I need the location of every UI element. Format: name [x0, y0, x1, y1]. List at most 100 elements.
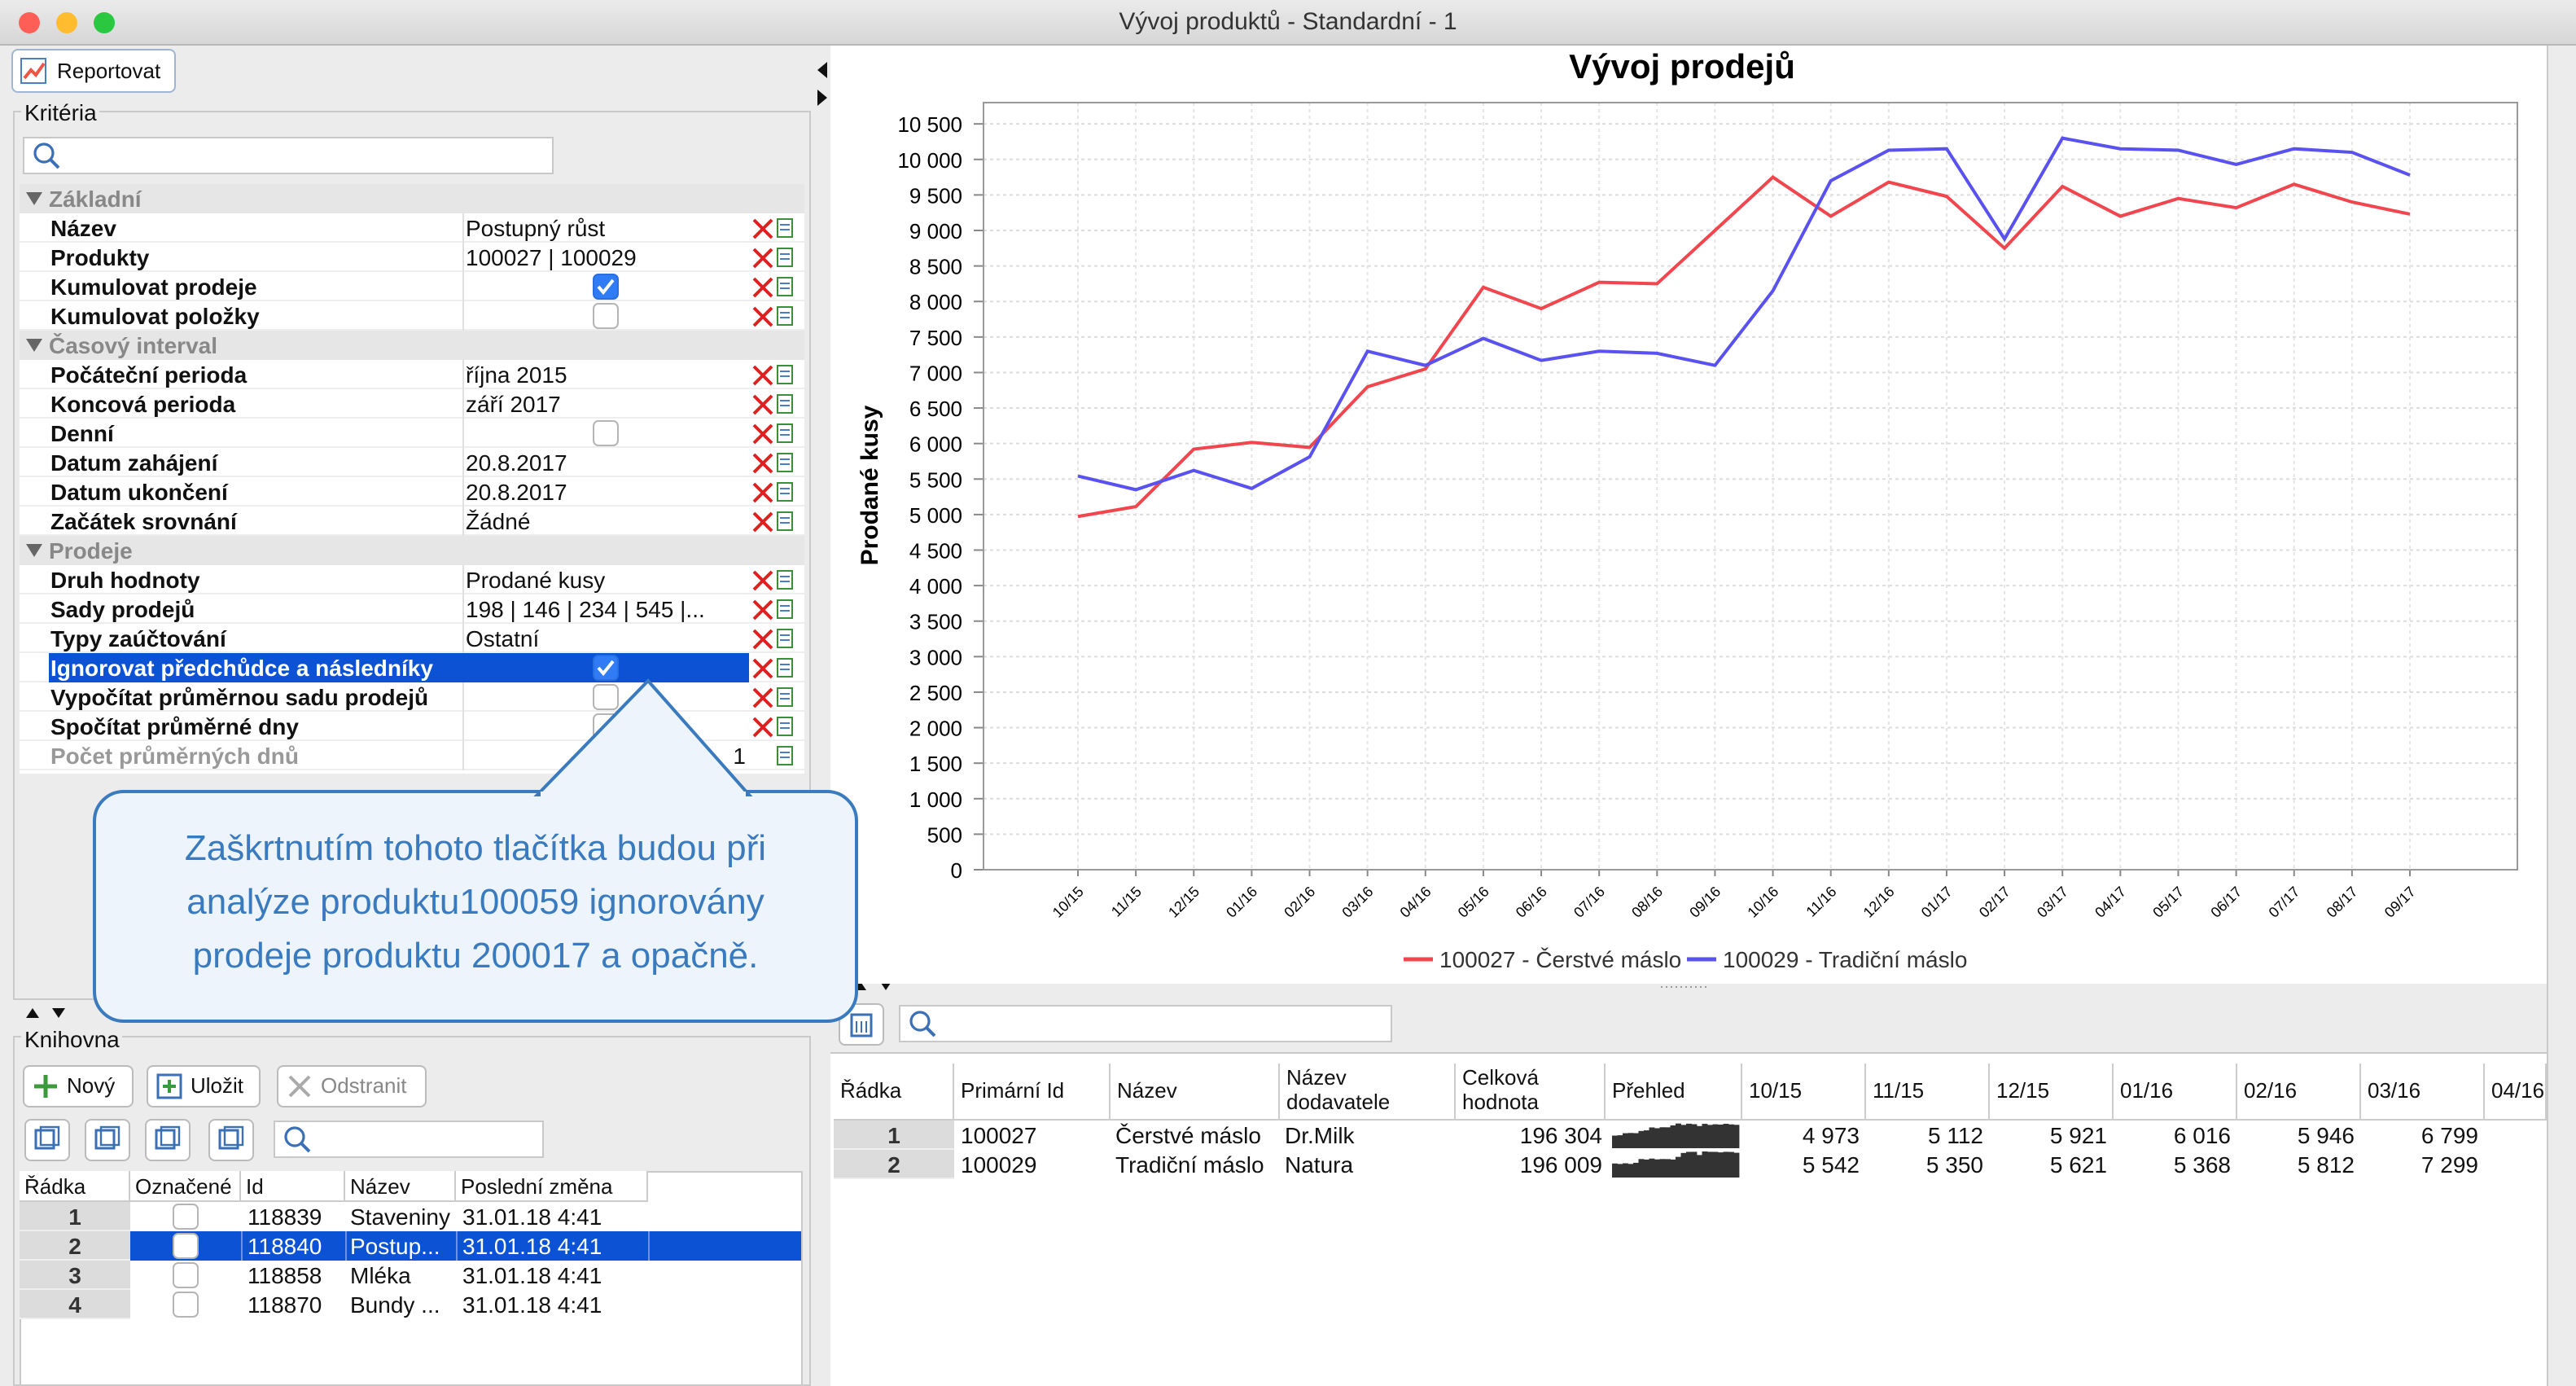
edit-icon[interactable] [777, 423, 793, 443]
close[interactable] [19, 12, 40, 33]
button-label: Uložit [191, 1073, 244, 1098]
date-cell[interactable]: 31.01.18 4:41 [462, 1204, 602, 1230]
checkbox[interactable] [593, 655, 619, 681]
spark-bar [1665, 1127, 1671, 1148]
clear-icon[interactable] [752, 629, 773, 650]
edit-icon[interactable] [777, 687, 793, 707]
criteria-row[interactable] [20, 360, 804, 389]
clear-icon[interactable] [752, 306, 773, 327]
spark-bar [1665, 1159, 1671, 1178]
date-cell[interactable]: 31.01.18 4:41 [462, 1233, 602, 1259]
checkbox[interactable] [593, 684, 619, 710]
column-divider [462, 448, 464, 477]
library-search[interactable] [274, 1121, 544, 1158]
clear-icon[interactable] [752, 511, 773, 533]
selection [49, 653, 749, 682]
spark-bar [1676, 1156, 1681, 1178]
column-header: Řádka [20, 1171, 130, 1202]
name-cell[interactable]: Postup... [350, 1233, 440, 1259]
spark-bar [1728, 1124, 1734, 1148]
id-cell[interactable]: 118839 [248, 1204, 322, 1230]
criteria-row[interactable] [20, 213, 804, 243]
clear-icon[interactable] [752, 717, 773, 738]
edit-icon[interactable] [777, 453, 793, 472]
edit-icon[interactable] [777, 365, 793, 384]
clear-icon[interactable] [752, 658, 773, 679]
criteria-row[interactable] [20, 741, 804, 770]
clear-icon[interactable] [752, 570, 773, 591]
criteria-name: Koncová perioda [50, 391, 236, 417]
clear-icon[interactable] [752, 218, 773, 239]
criteria-row[interactable] [20, 389, 804, 419]
edit-icon[interactable] [777, 570, 793, 590]
clear-icon[interactable] [752, 423, 773, 445]
edit-icon[interactable] [777, 277, 793, 296]
criteria-row[interactable] [20, 448, 804, 477]
date-cell[interactable]: 31.01.18 4:41 [462, 1292, 602, 1318]
spark-bar [1633, 1133, 1639, 1148]
edit-icon[interactable] [777, 218, 793, 238]
checkbox[interactable] [173, 1233, 199, 1259]
name-cell[interactable]: Bundy ... [350, 1292, 440, 1318]
button-label: Nový [67, 1073, 116, 1098]
expand-arrow [26, 339, 42, 352]
table-search[interactable] [899, 1005, 1392, 1042]
splitter-arrows-vertical[interactable] [23, 1005, 72, 1021]
criteria-name: Spočítat průměrné dny [50, 713, 299, 739]
criteria-row[interactable] [20, 712, 804, 741]
id-cell[interactable]: 118840 [248, 1233, 322, 1259]
month-cell: 5 350 [1925, 1151, 1983, 1178]
checkbox[interactable] [173, 1292, 199, 1318]
criteria-row[interactable] [20, 272, 804, 301]
name-cell[interactable]: Staveniny [350, 1204, 450, 1230]
clear-icon[interactable] [752, 453, 773, 474]
id-cell[interactable]: 118870 [248, 1292, 322, 1318]
edit-icon[interactable] [777, 658, 793, 678]
library-button[interactable] [23, 1065, 134, 1107]
criteria-row[interactable] [20, 477, 804, 507]
column-divider [462, 682, 464, 712]
clear-icon[interactable] [752, 394, 773, 415]
criteria-row[interactable] [20, 301, 804, 331]
checkbox[interactable] [593, 303, 619, 329]
sparkline [1612, 1123, 1740, 1148]
checkbox[interactable] [173, 1262, 199, 1288]
checkbox[interactable] [593, 420, 619, 446]
clear-icon[interactable] [752, 687, 773, 708]
zoom[interactable] [94, 12, 115, 33]
id-cell[interactable]: 118858 [248, 1262, 322, 1288]
criteria-row[interactable] [20, 507, 804, 536]
clear-icon[interactable] [752, 599, 773, 621]
edit-icon[interactable] [777, 746, 793, 765]
edit-icon[interactable] [777, 511, 793, 531]
criteria-search[interactable] [23, 137, 554, 174]
edit-icon[interactable] [777, 629, 793, 648]
window-controls[interactable] [0, 0, 130, 46]
checkbox[interactable] [173, 1204, 199, 1230]
edit-icon[interactable] [777, 599, 793, 619]
checkbox[interactable] [593, 274, 619, 300]
criteria-row[interactable] [20, 624, 804, 653]
splitter-arrows[interactable] [811, 59, 834, 111]
callout-line: Zaškrtnutím tohoto tlačítka budou při [184, 827, 767, 868]
clear-icon[interactable] [752, 365, 773, 386]
spark-bar [1670, 1125, 1676, 1148]
criteria-row[interactable] [20, 243, 804, 272]
clear-icon[interactable] [752, 482, 773, 503]
name-cell[interactable]: Mléka [350, 1262, 411, 1288]
criteria-row[interactable] [20, 682, 804, 712]
criteria-row[interactable] [20, 419, 804, 448]
edit-icon[interactable] [777, 482, 793, 502]
column-divider [462, 301, 464, 331]
edit-icon[interactable] [777, 248, 793, 267]
y-tick-label: 2 000 [909, 717, 962, 741]
criteria-row[interactable] [20, 565, 804, 594]
edit-icon[interactable] [777, 306, 793, 326]
clear-icon[interactable] [752, 248, 773, 269]
minimize[interactable] [56, 12, 77, 33]
clear-icon[interactable] [752, 277, 773, 298]
date-cell[interactable]: 31.01.18 4:41 [462, 1262, 602, 1288]
criteria-row[interactable] [20, 594, 804, 624]
edit-icon[interactable] [777, 717, 793, 736]
edit-icon[interactable] [777, 394, 793, 414]
